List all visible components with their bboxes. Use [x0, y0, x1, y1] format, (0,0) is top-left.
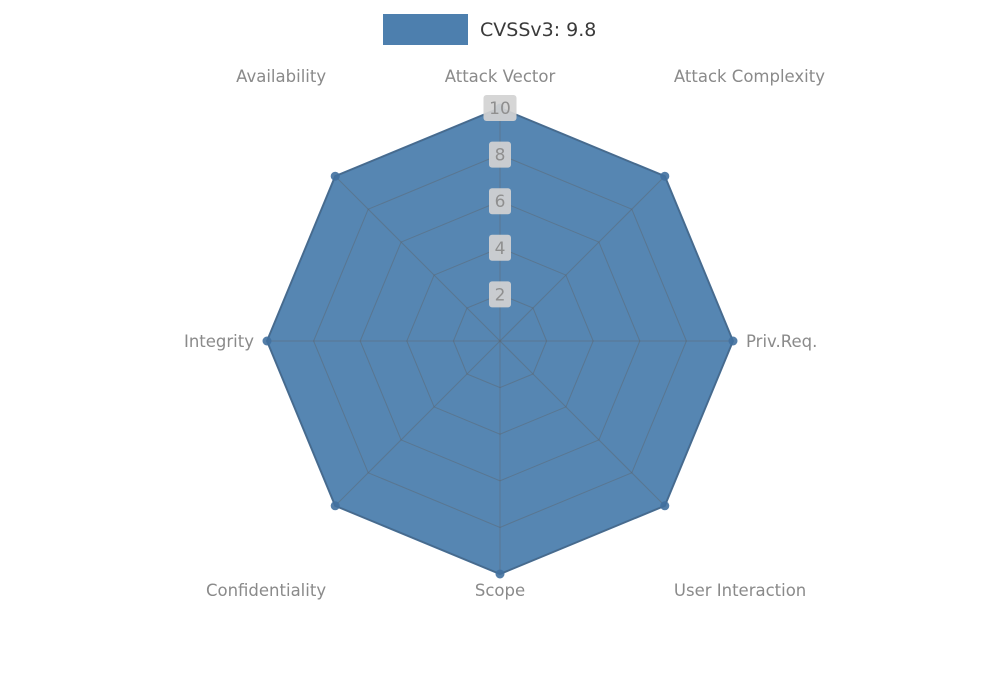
tick-label-box	[489, 188, 511, 215]
radar-vertex-marker	[330, 171, 340, 181]
radar-vertex-marker	[495, 569, 505, 579]
radar-gridline	[313, 154, 687, 528]
tick-label-box	[483, 95, 517, 121]
tick-label-box	[489, 141, 511, 168]
axis-label: Availability	[236, 67, 326, 86]
axis-label: User Interaction	[674, 581, 806, 600]
axis-label: Confidentiality	[206, 581, 326, 600]
radar-spoke	[334, 175, 501, 342]
axis-label: Priv.Req.	[746, 332, 817, 351]
axis-label: Attack Vector	[445, 67, 556, 86]
radar-vertex-marker	[660, 171, 670, 181]
tick-label-box	[489, 234, 511, 261]
radar-gridline	[452, 293, 548, 389]
tick-label: 4	[495, 239, 506, 259]
radar-vertex-marker	[330, 501, 340, 511]
radar-vertex-marker	[660, 501, 670, 511]
tick-label: 10	[489, 99, 511, 119]
tick-label: 8	[495, 146, 506, 166]
radar-vertex-marker	[728, 336, 738, 346]
axis-label: Scope	[475, 581, 525, 600]
radar-spoke	[499, 175, 666, 342]
legend-label: CVSSv3: 9.8	[480, 18, 597, 41]
tick-label: 2	[495, 285, 506, 305]
legend: CVSSv3: 9.8	[383, 14, 596, 45]
legend-swatch	[383, 14, 468, 45]
radar-vertex-marker	[262, 336, 272, 346]
radar-spoke	[334, 340, 501, 507]
radar-gridline	[359, 200, 641, 482]
axis-label: Integrity	[184, 332, 254, 351]
radar-gridline	[406, 247, 594, 435]
tick-label: 6	[495, 192, 506, 212]
tick-label-box	[489, 281, 511, 308]
radar-spoke	[499, 340, 666, 507]
axis-label: Attack Complexity	[674, 67, 825, 86]
